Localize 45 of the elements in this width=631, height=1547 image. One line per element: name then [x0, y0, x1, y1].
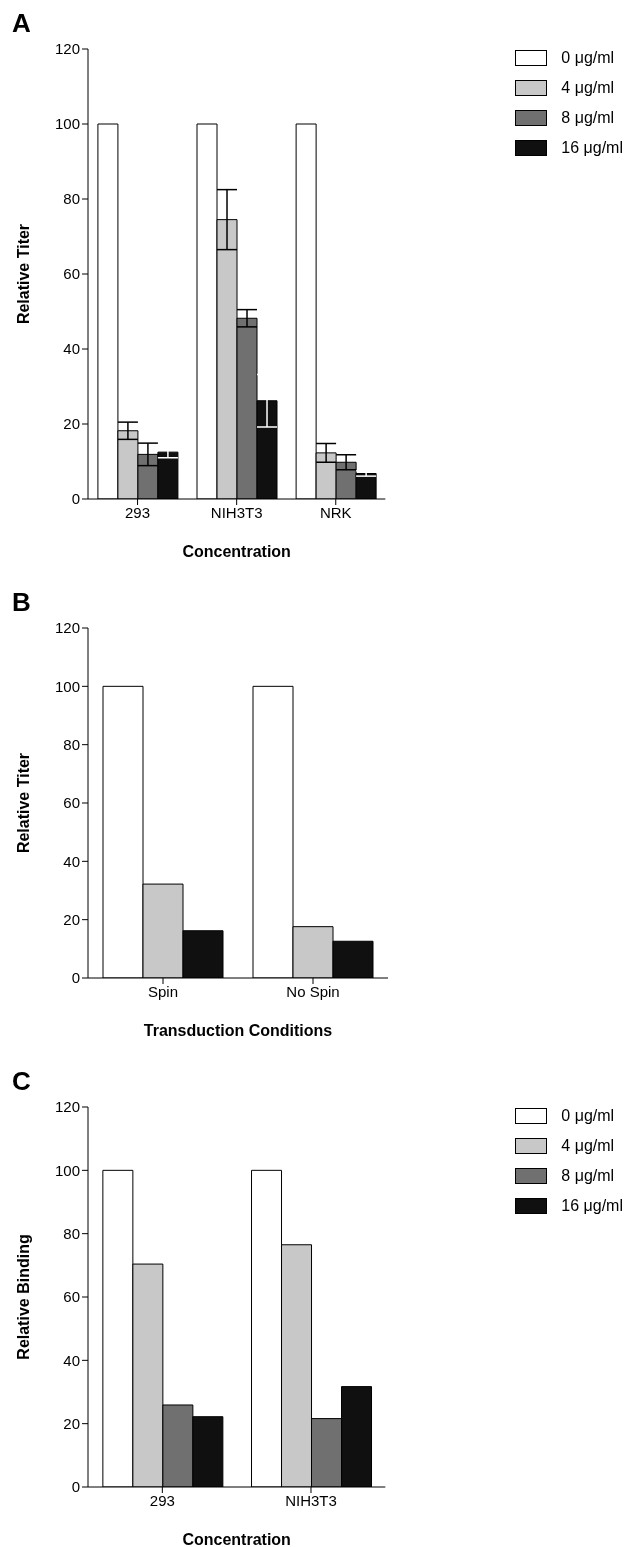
legend-label: 8 μg/ml: [561, 1167, 615, 1185]
y-tick-label: 60: [63, 794, 80, 812]
legend-label: 4 μg/ml: [561, 1137, 615, 1155]
legend-label: 0 μg/ml: [561, 49, 615, 67]
y-axis-title: Relative Titer: [14, 752, 32, 854]
chart-title: A: [12, 8, 32, 39]
legend-label: 8 μg/ml: [561, 109, 615, 127]
y-tick-label: 0: [71, 1478, 80, 1496]
y-tick-label: 100: [54, 115, 80, 133]
x-tick-label: NRK: [319, 503, 352, 521]
chart-title: B: [12, 587, 32, 618]
x-axis-title: Concentration: [182, 543, 291, 560]
y-tick-label: 100: [54, 1161, 80, 1179]
y-tick-label: 120: [54, 619, 80, 637]
y-tick-label: 0: [71, 969, 80, 987]
legend-label: 16 μg/ml: [561, 139, 623, 157]
y-axis-title: Relative Titer: [14, 223, 32, 325]
chart-title: C: [12, 1066, 32, 1097]
x-tick-label: NIH3T3: [210, 503, 263, 521]
y-tick-label: 80: [63, 1224, 80, 1242]
y-axis-title: Relative Binding: [14, 1234, 32, 1360]
y-tick-label: 100: [54, 677, 80, 695]
legend-label: 16 μg/ml: [561, 1197, 623, 1215]
y-tick-label: 120: [54, 40, 80, 58]
legend-label: 4 μg/ml: [561, 79, 615, 97]
y-tick-label: 40: [63, 852, 80, 870]
y-tick-label: 0: [71, 490, 80, 508]
y-tick-label: 20: [63, 1414, 80, 1432]
x-tick-label: 293: [149, 1491, 175, 1509]
legend-label: 0 μg/ml: [561, 1107, 615, 1125]
y-tick-label: 120: [54, 1098, 80, 1116]
y-tick-label: 40: [63, 340, 80, 358]
y-tick-label: 80: [63, 735, 80, 753]
y-tick-label: 40: [63, 1351, 80, 1369]
x-tick-label: 293: [125, 503, 151, 521]
x-tick-label: No Spin: [286, 982, 340, 1000]
y-tick-label: 20: [63, 910, 80, 928]
x-axis-title: Concentration: [182, 1531, 291, 1547]
x-tick-label: NIH3T3: [285, 1491, 337, 1509]
y-tick-label: 20: [63, 415, 80, 433]
x-axis-title: Transduction Conditions: [143, 1022, 333, 1039]
y-tick-label: 80: [63, 190, 80, 208]
x-tick-label: Spin: [147, 982, 179, 1000]
y-tick-label: 60: [63, 265, 80, 283]
y-tick-label: 60: [63, 1288, 80, 1306]
